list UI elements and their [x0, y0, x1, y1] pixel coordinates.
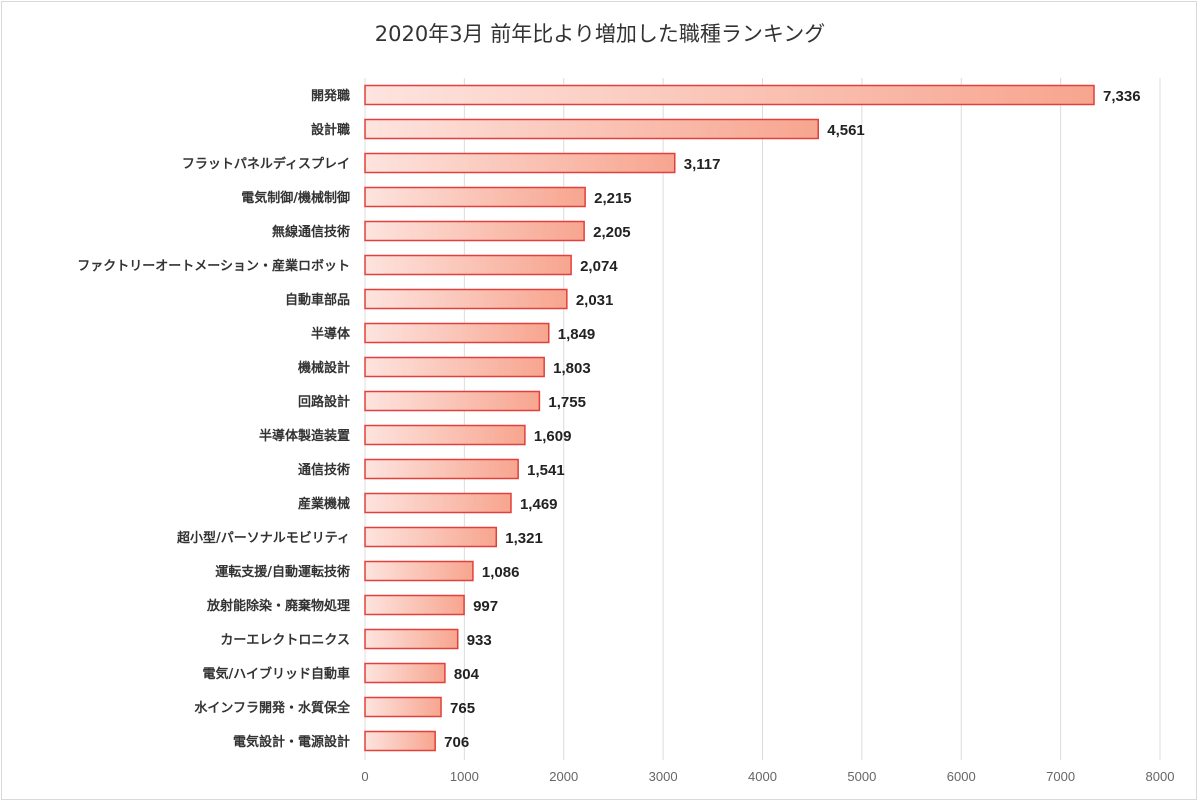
category-label: 半導体製造装置 [259, 428, 350, 444]
value-label: 2,215 [594, 190, 632, 207]
category-label: 自動車部品 [285, 292, 350, 308]
category-label: カーエレクトロニクス [220, 633, 350, 648]
bar [364, 662, 446, 684]
value-label: 4,561 [827, 122, 865, 139]
x-tick-label: 4000 [748, 769, 777, 784]
bar [364, 458, 519, 480]
value-label: 2,031 [576, 292, 614, 309]
bar [364, 696, 442, 718]
value-label: 1,849 [558, 326, 596, 343]
category-label: 電気/ハイブリッド自動車 [203, 666, 351, 682]
category-label: 電気設計・電源設計 [233, 734, 350, 750]
value-labels: 7,336 4,561 3,117 2,215 2,205 2,074 2,031 1,849… [444, 88, 1140, 751]
value-label: 1,321 [505, 530, 543, 547]
value-label: 1,086 [482, 564, 520, 581]
bar [364, 594, 465, 616]
category-label: ファクトリーオートメーション・産業ロボット [77, 258, 350, 274]
bar [364, 84, 1095, 106]
category-label: フラットパネルディスプレイ [182, 156, 350, 172]
value-label: 804 [454, 666, 480, 683]
x-axis-ticks: 0 1000 2000 3000 4000 5000 6000 7000 8000 [361, 769, 1174, 784]
x-tick-label: 3000 [649, 769, 678, 784]
value-label: 1,541 [527, 462, 565, 479]
x-tick-label: 1000 [450, 769, 479, 784]
category-label: 運転支援/自動運転技術 [215, 564, 350, 580]
x-tick-label: 2000 [549, 769, 578, 784]
value-label: 706 [444, 734, 469, 751]
bar [364, 152, 676, 174]
category-label: 電気制御/機械制御 [241, 190, 350, 206]
bar [364, 492, 512, 514]
bar [364, 526, 498, 548]
category-labels: 開発職設計職フラットパネルディスプレイ電気制御/機械制御無線通信技術ファクトリー… [77, 88, 351, 750]
gridlines [364, 78, 1161, 760]
bar [364, 390, 541, 412]
bar [364, 356, 545, 378]
value-label: 1,755 [548, 394, 586, 411]
bar [364, 220, 585, 242]
category-label: 水インフラ開発・水質保全 [194, 700, 351, 716]
value-label: 933 [467, 632, 492, 649]
value-label: 7,336 [1103, 88, 1141, 105]
value-label: 1,469 [520, 496, 558, 513]
value-label: 765 [450, 700, 475, 717]
bar [364, 560, 474, 582]
category-label: 放射能除染・廃棄物処理 [206, 598, 350, 614]
x-tick-label: 0 [361, 769, 368, 784]
value-label: 2,074 [580, 258, 618, 275]
category-label: 開発職 [311, 88, 350, 104]
bar [364, 288, 568, 310]
value-label: 997 [473, 598, 498, 615]
category-label: 回路設計 [298, 394, 350, 410]
value-label: 2,205 [593, 224, 631, 241]
bar [364, 730, 436, 752]
category-label: 無線通信技術 [272, 224, 350, 240]
bar [364, 118, 819, 140]
bar [364, 322, 550, 344]
value-label: 1,803 [553, 360, 591, 377]
x-tick-label: 7000 [1046, 769, 1075, 784]
bar [364, 424, 526, 446]
x-tick-label: 5000 [847, 769, 876, 784]
bar [364, 254, 572, 276]
bar [364, 186, 586, 208]
category-label: 超小型/パーソナルモビリティ [177, 530, 350, 546]
value-label: 3,117 [684, 156, 721, 173]
chart-title: 2020年3月 前年比より増加した職種ランキング [374, 22, 826, 46]
value-label: 1,609 [534, 428, 572, 445]
category-label: 設計職 [311, 122, 350, 138]
x-tick-label: 8000 [1146, 769, 1175, 784]
bar [364, 628, 459, 650]
category-label: 機械設計 [298, 360, 350, 376]
x-tick-label: 6000 [947, 769, 976, 784]
bars [364, 84, 1095, 752]
category-label: 産業機械 [298, 496, 350, 512]
category-label: 半導体 [311, 326, 351, 342]
category-label: 通信技術 [298, 462, 350, 478]
